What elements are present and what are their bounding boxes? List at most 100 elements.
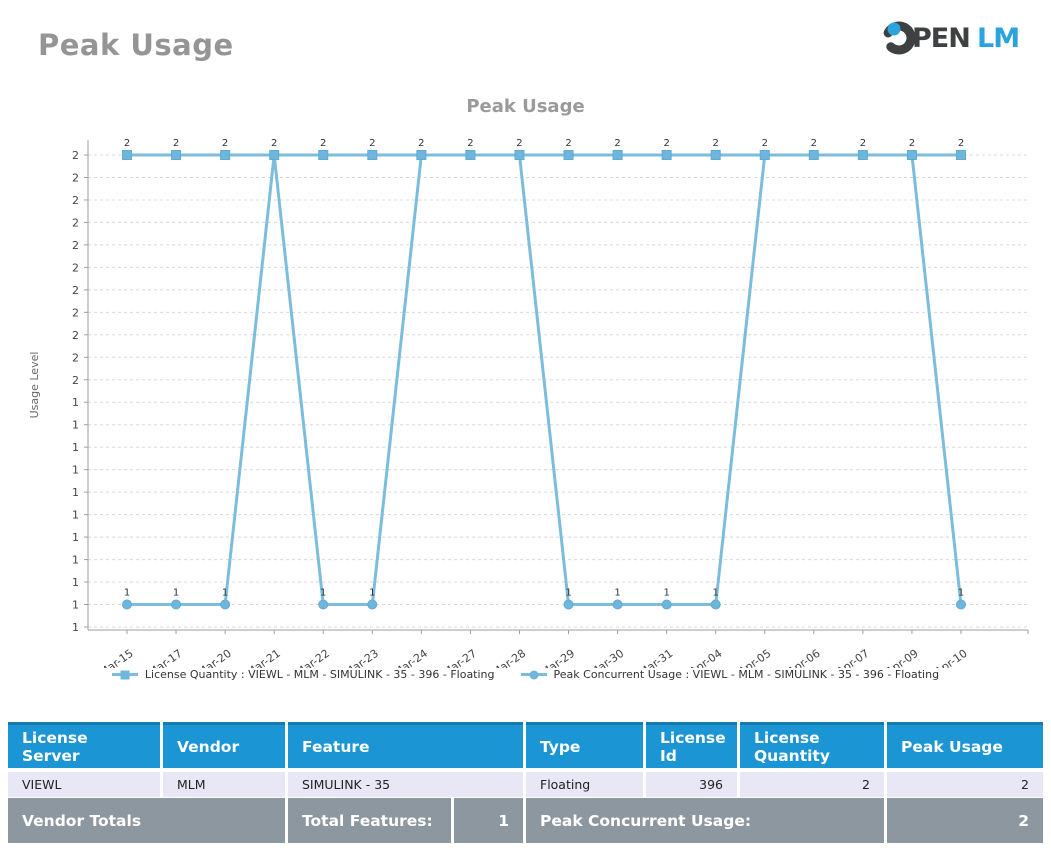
table-cell: SIMULINK - 35 — [288, 772, 523, 797]
svg-text:1: 1 — [565, 588, 571, 599]
svg-text:2: 2 — [72, 351, 79, 364]
legend-label: License Quantity : VIEWL - MLM - SIMULIN… — [144, 668, 495, 681]
svg-text:2: 2 — [860, 138, 866, 149]
page-title: Peak Usage — [38, 28, 234, 62]
svg-text:1: 1 — [72, 486, 79, 499]
svg-text:1: 1 — [72, 464, 79, 477]
svg-text:2: 2 — [72, 216, 79, 229]
svg-text:2: 2 — [762, 138, 768, 149]
table-cell: 2 — [740, 772, 884, 797]
svg-text:2: 2 — [124, 138, 130, 149]
legend-item-circle[interactable]: Peak Concurrent Usage : VIEWL - MLM - SI… — [520, 668, 940, 681]
svg-text:2: 2 — [222, 138, 228, 149]
svg-text:2: 2 — [811, 138, 817, 149]
column-header: License Server — [8, 722, 160, 768]
svg-text:1: 1 — [222, 588, 228, 599]
usage-chart: 2 2 2 2 2 2 2 2 2 2 2 1 1 1 1 1 1 1 1 1 1 1 Mar-15 Mar-17 Mar-20… — [28, 138, 1029, 668]
svg-text:Apr-09: Apr-09 — [883, 647, 920, 668]
table-cell: VIEWL — [8, 772, 160, 797]
svg-text:2: 2 — [271, 138, 277, 149]
svg-text:1: 1 — [614, 588, 620, 599]
table-cell: 2 — [887, 772, 1043, 797]
svg-text:2: 2 — [72, 284, 79, 297]
svg-text:1: 1 — [663, 588, 669, 599]
svg-text:2: 2 — [72, 306, 79, 319]
table-cell: MLM — [163, 772, 285, 797]
svg-text:Mar-28: Mar-28 — [490, 647, 529, 668]
svg-text:2: 2 — [418, 138, 424, 149]
column-header: License Id — [646, 722, 737, 768]
legend-label: Peak Concurrent Usage : VIEWL - MLM - SI… — [553, 668, 940, 681]
svg-text:2: 2 — [909, 138, 915, 149]
svg-text:Apr-07: Apr-07 — [834, 647, 871, 668]
column-header: Vendor — [163, 722, 285, 768]
svg-text:2: 2 — [72, 194, 79, 207]
svg-text:Mar-20: Mar-20 — [195, 647, 234, 668]
svg-text:2: 2 — [614, 138, 620, 149]
total-features-label: Total Features: — [288, 798, 451, 843]
svg-text:1: 1 — [72, 576, 79, 589]
openlm-logo-graphic: PEN LM — [882, 21, 1020, 55]
circle-marker-icon — [520, 670, 547, 679]
svg-text:1: 1 — [320, 588, 326, 599]
svg-text:1: 1 — [72, 441, 79, 454]
table-totals-row: Vendor Totals Total Features: 1 Peak Con… — [8, 798, 1043, 843]
table-header-row: License Server Vendor Feature Type License I… — [8, 722, 1043, 768]
svg-text:Mar-22: Mar-22 — [293, 647, 332, 668]
svg-text:1: 1 — [72, 554, 79, 567]
svg-text:1: 1 — [958, 588, 964, 599]
square-marker-icon — [111, 670, 138, 679]
logo-text-lm: LM — [977, 23, 1019, 54]
svg-text:1: 1 — [124, 588, 130, 599]
svg-text:1: 1 — [72, 509, 79, 522]
svg-text:1: 1 — [72, 599, 79, 612]
y-axis-label: Usage Level — [28, 352, 41, 419]
svg-text:2: 2 — [72, 329, 79, 342]
svg-text:2: 2 — [565, 138, 571, 149]
svg-text:Apr-04: Apr-04 — [687, 647, 724, 668]
svg-text:2: 2 — [72, 171, 79, 184]
svg-text:1: 1 — [72, 621, 79, 634]
svg-text:Mar-23: Mar-23 — [342, 647, 381, 668]
license-usage-table: License Server Vendor Feature Type License I… — [8, 722, 1043, 843]
svg-text:Apr-10: Apr-10 — [933, 647, 970, 668]
svg-text:Mar-27: Mar-27 — [441, 647, 480, 668]
peak-concurrent-usage-value: 2 — [887, 798, 1043, 843]
table-cell: Floating — [526, 772, 643, 797]
svg-text:Apr-05: Apr-05 — [736, 647, 773, 668]
svg-text:2: 2 — [467, 138, 473, 149]
svg-text:Mar-31: Mar-31 — [637, 647, 676, 668]
svg-text:Mar-24: Mar-24 — [391, 647, 430, 668]
svg-text:Mar-21: Mar-21 — [244, 647, 283, 668]
svg-text:1: 1 — [369, 588, 375, 599]
svg-text:2: 2 — [369, 138, 375, 149]
chart-title: Peak Usage — [466, 96, 585, 117]
vendor-totals-label: Vendor Totals — [8, 798, 285, 843]
svg-text:2: 2 — [663, 138, 669, 149]
peak-concurrent-usage-label: Peak Concurrent Usage: — [526, 798, 884, 843]
column-header: Peak Usage — [887, 722, 1043, 768]
svg-text:1: 1 — [72, 531, 79, 544]
svg-text:2: 2 — [713, 138, 719, 149]
column-header: License Quantity — [740, 722, 884, 768]
legend-item-square[interactable]: License Quantity : VIEWL - MLM - SIMULIN… — [111, 668, 495, 681]
svg-text:1: 1 — [72, 396, 79, 409]
svg-text:Apr-06: Apr-06 — [785, 647, 822, 668]
svg-text:Mar-29: Mar-29 — [539, 647, 578, 668]
svg-text:2: 2 — [320, 138, 326, 149]
logo-o-icon — [882, 21, 916, 55]
chart-legend: License Quantity : VIEWL - MLM - SIMULIN… — [0, 668, 1051, 681]
column-header: Type — [526, 722, 643, 768]
openlm-logo: PEN LM — [881, 14, 1033, 62]
svg-text:2: 2 — [958, 138, 964, 149]
svg-text:1: 1 — [173, 588, 179, 599]
svg-text:Mar-30: Mar-30 — [588, 647, 627, 668]
svg-text:2: 2 — [72, 239, 79, 252]
svg-text:Mar-15: Mar-15 — [97, 647, 136, 668]
svg-text:2: 2 — [72, 261, 79, 274]
table-row: VIEWL MLM SIMULINK - 35 Floating 396 2 2 — [8, 772, 1043, 797]
svg-text:2: 2 — [173, 138, 179, 149]
svg-text:1: 1 — [72, 419, 79, 432]
svg-text:2: 2 — [516, 138, 522, 149]
logo-text-pen: PEN — [912, 23, 970, 54]
